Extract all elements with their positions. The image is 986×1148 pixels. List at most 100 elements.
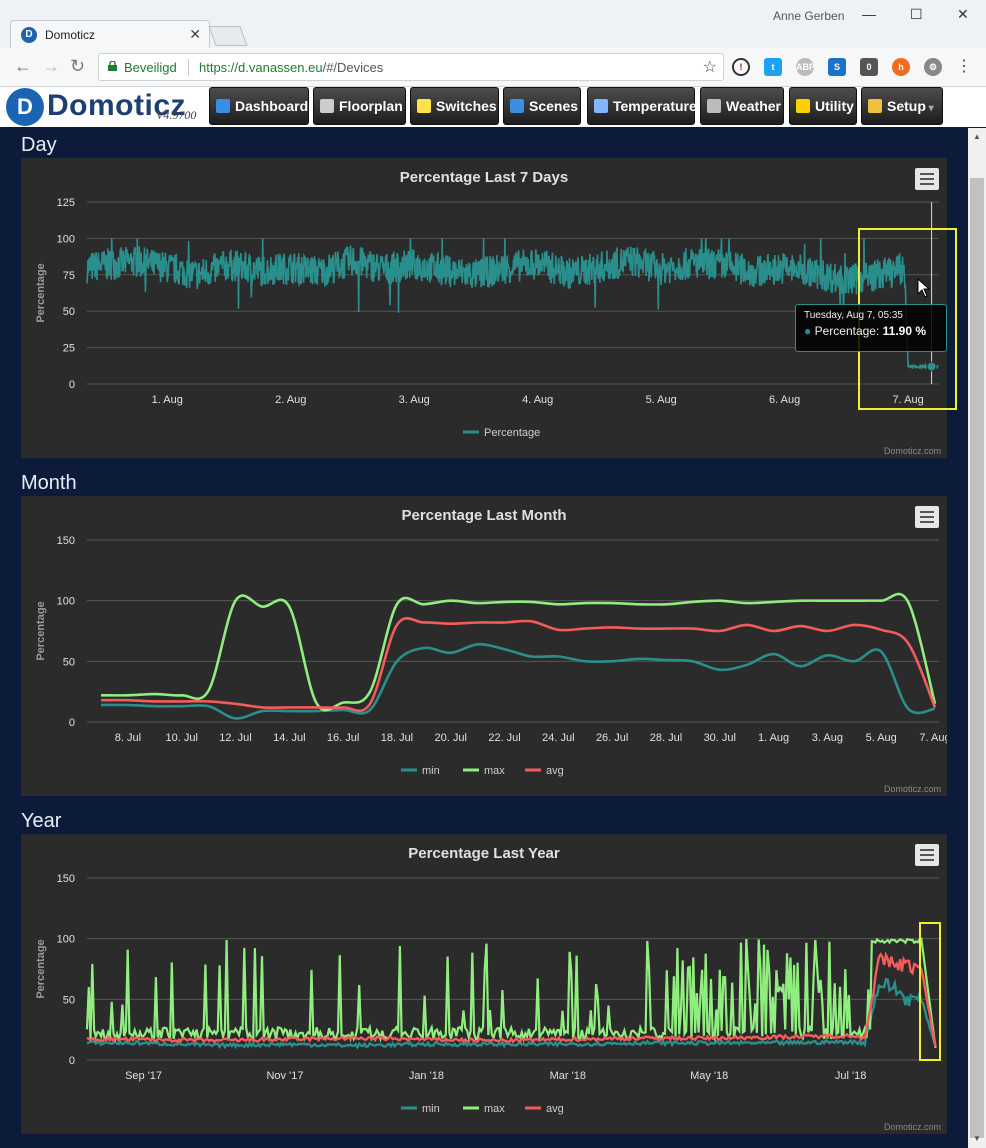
back-icon[interactable]: ←: [14, 56, 32, 76]
browser-tab[interactable]: D Domoticz ✕: [10, 20, 210, 48]
new-tab-button[interactable]: [208, 26, 248, 46]
legend-item-max: max: [484, 1103, 505, 1115]
y-tick-label: 50: [63, 994, 75, 1006]
nav-switches[interactable]: Switches: [410, 87, 499, 125]
x-tick-label: 8. Jul: [115, 732, 141, 744]
nav-label: Temperature: [613, 98, 697, 114]
y-tick-label: 150: [57, 873, 75, 885]
chart-day: Percentage Last 7 Days 0 25 50 75 100 125 Perce…: [35, 169, 941, 456]
series-line-max: [85, 937, 937, 1049]
adblock-plus-icon[interactable]: ABP: [796, 58, 815, 76]
thermometer-icon: [594, 99, 608, 113]
scroll-down-icon[interactable]: ▼: [973, 1134, 981, 1143]
browser-toolbar: ← → ↻ Beveiligd https://d.vanassen.eu/#/…: [0, 48, 986, 87]
credit-label: Domoticz.com: [884, 446, 941, 456]
series-line-min: [86, 977, 937, 1050]
nav-setup[interactable]: Setup ▾: [861, 87, 943, 125]
tools-icon: [868, 99, 882, 113]
x-tick-label: Jan '18: [409, 1070, 444, 1082]
lock-icon: [108, 61, 117, 71]
scrollbar-thumb[interactable]: [970, 178, 984, 1138]
x-tick-label: 7. Aug: [919, 732, 947, 744]
tooltip-value-row: ● Percentage: 11.90 %: [804, 324, 927, 338]
x-tick-label: 22. Jul: [488, 732, 520, 744]
legend-item-max: max: [484, 765, 505, 777]
nav-scenes[interactable]: Scenes: [503, 87, 581, 125]
chart-menu-year-icon[interactable]: [915, 844, 939, 866]
chart-title: Percentage Last Year: [408, 845, 560, 862]
nav-label: Setup: [887, 98, 926, 114]
chart-panel-day: Percentage Last 7 Days 0 25 50 75 100 125 Perce…: [21, 158, 947, 458]
domoticz-favicon-icon: D: [21, 27, 37, 43]
nav-label: Dashboard: [235, 98, 309, 114]
scroll-up-icon[interactable]: ▲: [973, 132, 981, 141]
extension-counter-icon[interactable]: 0: [860, 58, 878, 76]
chart-menu-month-icon[interactable]: [915, 506, 939, 528]
x-tick-label: 20. Jul: [435, 732, 467, 744]
x-tick-label: 26. Jul: [596, 732, 628, 744]
y-tick-label: 125: [57, 197, 75, 209]
y-tick-label: 50: [63, 306, 75, 318]
chart-title: Percentage Last 7 Days: [400, 169, 568, 186]
reload-icon[interactable]: ↻: [70, 56, 86, 76]
x-tick-label: 10. Jul: [165, 732, 197, 744]
legend-item-min: min: [422, 1103, 440, 1115]
chart-menu-day-icon[interactable]: [915, 168, 939, 190]
section-title-month: Month: [21, 472, 77, 494]
x-tick-label: 4. Aug: [522, 394, 553, 406]
y-axis-label: Percentage: [35, 601, 47, 660]
y-tick-label: 75: [63, 270, 75, 282]
y-tick-label: 150: [57, 535, 75, 547]
credit-label: Domoticz.com: [884, 784, 941, 794]
nav-label: Weather: [726, 98, 781, 114]
hover-point-marker: [926, 361, 937, 372]
nav-floorplan[interactable]: Floorplan: [313, 87, 406, 125]
y-tick-label: 100: [57, 233, 75, 245]
address-bar[interactable]: Beveiligd https://d.vanassen.eu/#/Device…: [98, 53, 724, 81]
x-tick-label: 28. Jul: [650, 732, 682, 744]
nav-temperature[interactable]: Temperature: [587, 87, 697, 125]
x-tick-label: 1. Aug: [758, 732, 789, 744]
series-line-max: [100, 592, 937, 712]
nav-weather[interactable]: Weather: [700, 87, 784, 125]
privacy-extension-icon[interactable]: !: [732, 58, 750, 76]
chart-panel-month: Percentage Last Month 0 50 100 150 Percentage…: [21, 496, 947, 796]
app-logo-text[interactable]: Domoticz: [47, 89, 186, 122]
tab-close-icon[interactable]: ✕: [189, 26, 201, 42]
nav-utility[interactable]: Utility: [789, 87, 857, 125]
x-tick-label: Sep '17: [125, 1070, 162, 1082]
honey-extension-icon[interactable]: h: [892, 58, 910, 76]
chart-tooltip: Tuesday, Aug 7, 05:35 ● Percentage: 11.9…: [795, 304, 947, 352]
twitter-icon[interactable]: t: [764, 58, 782, 76]
x-tick-label: 14. Jul: [273, 732, 305, 744]
browser-user-name[interactable]: Anne Gerben: [773, 9, 845, 23]
tooltip-label: Percentage:: [814, 324, 880, 338]
bookmark-star-icon[interactable]: ☆: [702, 59, 717, 76]
x-tick-label: 2. Aug: [275, 394, 306, 406]
browser-menu-icon[interactable]: ⋮: [956, 58, 972, 75]
nav-dashboard[interactable]: Dashboard: [209, 87, 309, 125]
y-tick-label: 100: [57, 934, 75, 946]
x-tick-label: May '18: [690, 1070, 728, 1082]
maximize-icon[interactable]: ☐: [910, 6, 923, 22]
domoticz-logo-icon[interactable]: D: [6, 88, 44, 126]
weather-icon: [707, 99, 721, 113]
nav-label: Scenes: [529, 98, 579, 114]
window-close-icon[interactable]: ✕: [957, 6, 969, 22]
x-tick-label: 24. Jul: [542, 732, 574, 744]
legend-item-avg: avg: [546, 765, 564, 777]
x-tick-label: Jul '18: [835, 1070, 866, 1082]
skype-icon[interactable]: S: [828, 58, 846, 76]
y-axis-label: Percentage: [35, 939, 47, 998]
minimize-icon[interactable]: —: [862, 6, 876, 22]
chart-panel-year: Percentage Last Year 0 50 100 150 Percentage D…: [21, 834, 947, 1134]
credit-label: Domoticz.com: [884, 1122, 941, 1132]
lightbulb-icon: [417, 99, 431, 113]
x-tick-label: Mar '18: [550, 1070, 586, 1082]
forward-icon[interactable]: →: [42, 56, 60, 76]
lightning-icon: [796, 99, 810, 113]
settings-extension-icon[interactable]: ⚙: [924, 58, 942, 76]
y-tick-label: 0: [69, 379, 75, 391]
page-scrollbar[interactable]: ▲ ▼: [968, 128, 986, 1148]
highlight-box-year: [919, 922, 941, 1061]
